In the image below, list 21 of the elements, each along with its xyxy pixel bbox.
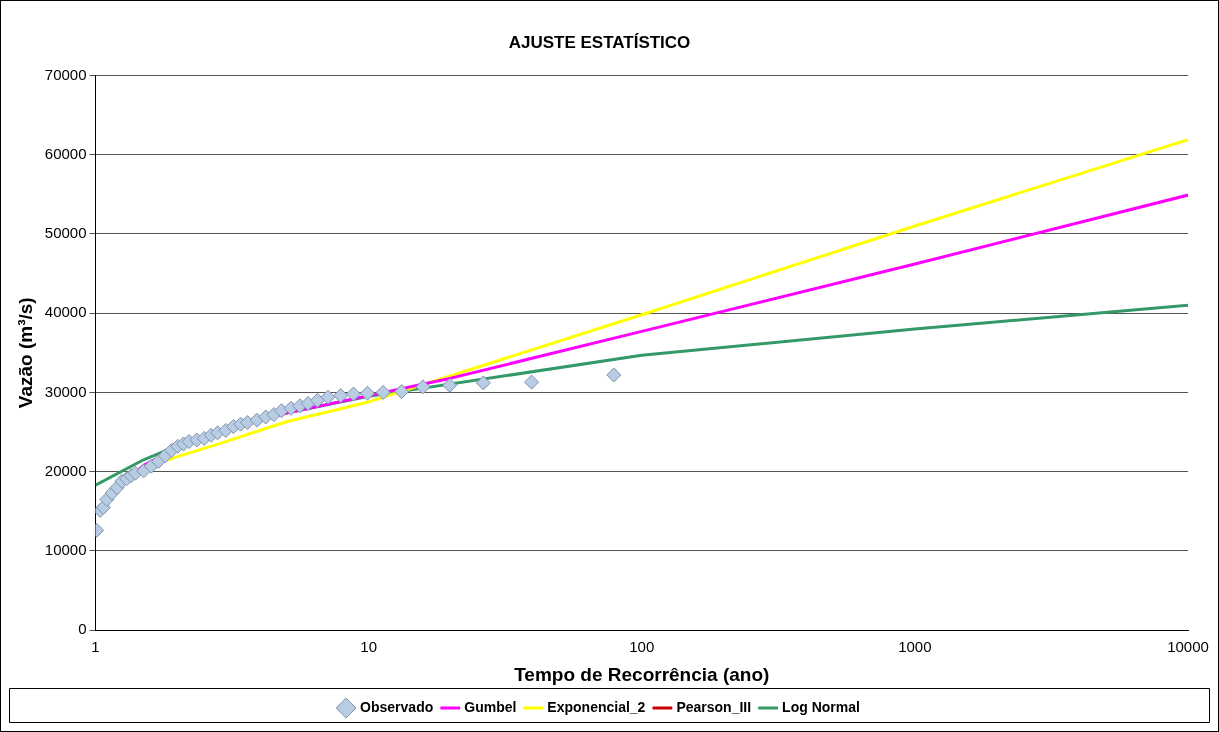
legend-label: Pearson_III	[676, 698, 752, 715]
x-tick-label: 10	[360, 638, 377, 656]
legend-label: Gumbel	[464, 698, 517, 715]
y-tick-label: 30000	[44, 382, 87, 400]
legend-label: Exponencial_2	[547, 698, 646, 715]
x-tick-label: 1000	[898, 638, 932, 656]
y-tick-label: 50000	[44, 224, 87, 242]
x-tick-label: 100	[629, 638, 655, 656]
y-tick-label: 40000	[44, 303, 87, 321]
chart-title: AJUSTE ESTATÍSTICO	[508, 32, 691, 52]
x-tick-label: 1	[91, 638, 100, 656]
x-tick-label: 10000	[1167, 638, 1209, 656]
y-tick-label: 20000	[44, 461, 87, 479]
y-tick-label: 70000	[44, 65, 87, 83]
y-axis-title: Vazão (m³/s)	[14, 297, 36, 409]
legend-label: Log Normal	[782, 698, 860, 715]
legend-label: Observado	[360, 698, 434, 715]
x-axis-title: Tempo de Recorrência (ano)	[514, 663, 770, 685]
y-tick-label: 60000	[44, 144, 87, 162]
y-tick-label: 0	[78, 620, 87, 638]
y-tick-label: 10000	[44, 541, 87, 559]
